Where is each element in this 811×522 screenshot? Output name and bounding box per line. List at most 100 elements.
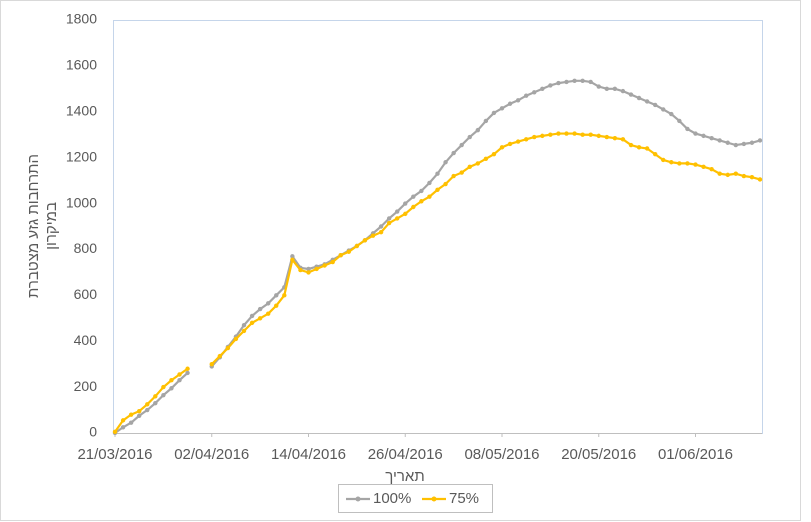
point <box>556 131 561 136</box>
point <box>588 132 593 137</box>
x-tick-label: 02/04/2016 <box>174 446 249 463</box>
y-tick-label: 800 <box>74 240 98 256</box>
point <box>604 86 610 92</box>
point <box>636 95 642 101</box>
point <box>540 86 545 92</box>
point <box>459 170 464 175</box>
point <box>725 140 730 145</box>
point <box>620 137 626 142</box>
point <box>153 400 158 406</box>
point <box>636 145 642 150</box>
point <box>612 135 618 141</box>
point <box>757 177 763 182</box>
point <box>419 199 424 204</box>
point <box>588 79 593 85</box>
point <box>725 172 730 178</box>
x-tick-label: 26/04/2016 <box>368 446 443 463</box>
point <box>685 126 690 132</box>
y-tick-label: 1600 <box>66 57 97 73</box>
point <box>499 145 505 150</box>
y-tick-label: 1000 <box>66 194 97 210</box>
point <box>346 249 352 254</box>
point <box>475 161 481 166</box>
point <box>411 194 416 199</box>
y-axis-title: התרחבות גזע מצטברת במיקרון <box>25 154 60 298</box>
point <box>265 311 271 316</box>
point <box>507 141 513 147</box>
point <box>475 127 481 133</box>
point <box>241 328 247 334</box>
point <box>411 204 416 210</box>
point <box>604 134 610 140</box>
point <box>177 378 182 383</box>
point <box>532 134 537 140</box>
point <box>451 173 456 179</box>
point <box>153 394 158 399</box>
point <box>652 152 658 157</box>
point <box>741 141 747 147</box>
point <box>693 131 698 136</box>
point <box>128 412 134 417</box>
point <box>338 252 343 258</box>
point <box>717 138 722 143</box>
point <box>741 173 747 179</box>
point <box>523 137 529 142</box>
point <box>540 133 545 139</box>
point <box>548 83 553 88</box>
point <box>386 220 392 226</box>
legend-marker <box>431 496 437 502</box>
point <box>274 303 279 308</box>
point <box>306 270 311 275</box>
point <box>209 361 214 367</box>
point <box>491 110 497 116</box>
point <box>628 92 634 97</box>
point <box>515 139 521 144</box>
point <box>733 171 739 176</box>
point <box>661 157 666 163</box>
point <box>749 174 755 180</box>
point <box>330 259 335 265</box>
y-axis-title-line: התרחבות גזע מצטברת <box>25 154 42 298</box>
point <box>403 201 408 206</box>
point <box>241 322 247 328</box>
point <box>120 418 126 423</box>
point <box>580 78 585 84</box>
point <box>161 384 166 390</box>
x-tick-label: 01/06/2016 <box>658 446 733 463</box>
x-tick-label: 08/05/2016 <box>464 446 539 463</box>
point <box>427 194 432 199</box>
legend-marker <box>355 496 361 502</box>
point <box>145 407 150 413</box>
point <box>435 171 440 176</box>
point <box>572 131 577 136</box>
point <box>290 254 295 259</box>
point <box>378 224 384 229</box>
point <box>709 135 714 141</box>
point <box>596 84 601 89</box>
point <box>596 133 601 139</box>
legend-label: 75% <box>449 490 479 507</box>
point <box>733 142 739 148</box>
point <box>282 293 287 298</box>
x-tick-label: 14/04/2016 <box>271 446 346 463</box>
y-tick-label: 600 <box>74 286 98 302</box>
x-tick-label: 21/03/2016 <box>77 446 152 463</box>
point <box>145 402 150 407</box>
point <box>128 420 134 425</box>
y-tick-label: 400 <box>74 332 98 348</box>
point <box>257 306 263 312</box>
point <box>507 101 513 106</box>
point <box>572 78 577 84</box>
point <box>685 161 690 166</box>
point <box>225 345 231 351</box>
point <box>306 266 311 272</box>
y-tick-label: 1400 <box>66 102 97 118</box>
point <box>523 93 529 98</box>
point <box>717 171 722 176</box>
point <box>620 88 626 94</box>
point <box>757 138 763 143</box>
point <box>161 392 166 398</box>
point <box>427 180 432 186</box>
